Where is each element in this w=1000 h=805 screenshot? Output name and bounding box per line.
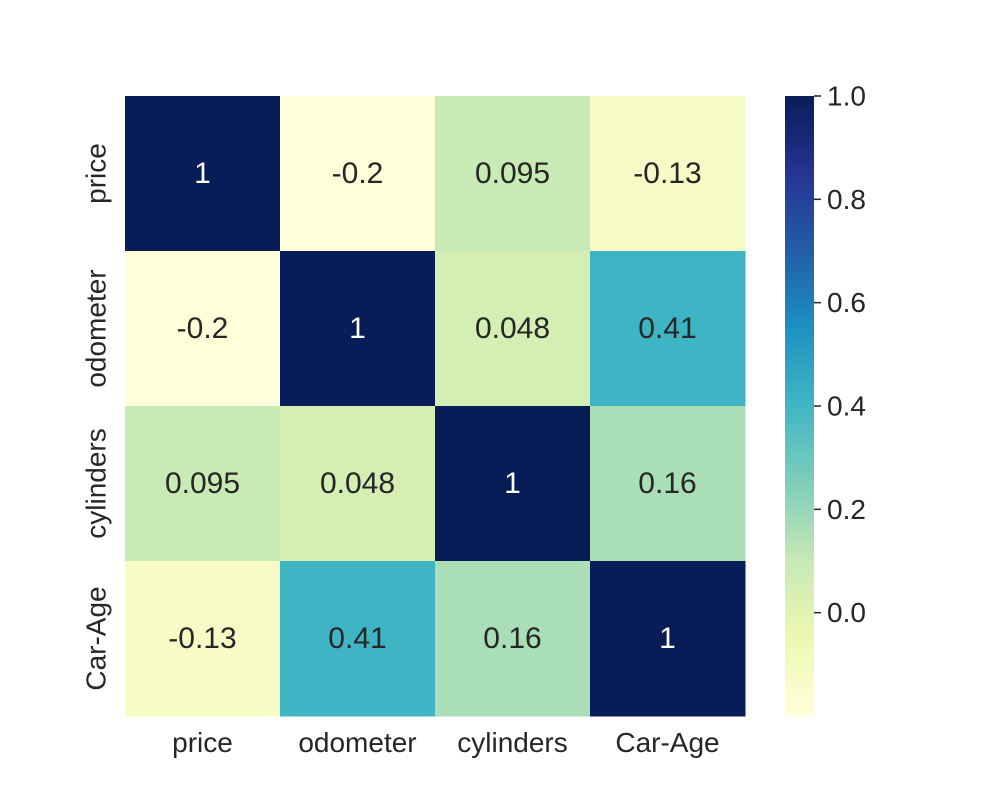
cell-annotation: 1 bbox=[504, 467, 521, 500]
heatmap-cell bbox=[280, 251, 436, 407]
heatmap-cell bbox=[590, 406, 746, 562]
y-tick-label: price bbox=[81, 143, 112, 204]
x-tick-label: Car-Age bbox=[615, 727, 719, 758]
cell-annotation: -0.13 bbox=[168, 622, 236, 655]
cell-annotation: 1 bbox=[194, 157, 211, 190]
heatmap-cell bbox=[280, 96, 436, 252]
heatmap-cell bbox=[435, 251, 591, 407]
colorbar-tick-label: 1.0 bbox=[827, 81, 866, 112]
cell-annotation: 0.16 bbox=[638, 467, 696, 500]
cell-annotation: -0.2 bbox=[177, 312, 229, 345]
heatmap-cells bbox=[125, 96, 746, 717]
y-tick-labels: price odometer cylinders Car-Age bbox=[81, 143, 112, 690]
y-tick-label: odometer bbox=[81, 269, 112, 387]
cell-annotation: 0.41 bbox=[638, 312, 696, 345]
heatmap-cell bbox=[280, 561, 436, 717]
colorbar: 0.0 0.2 0.4 0.6 0.8 1.0 bbox=[785, 81, 866, 716]
cell-annotation: 0.048 bbox=[320, 467, 395, 500]
cell-annotation: 1 bbox=[659, 622, 676, 655]
cell-annotation: 1 bbox=[349, 312, 366, 345]
heatmap-cell bbox=[280, 406, 436, 562]
colorbar-tick-label: 0.6 bbox=[827, 287, 866, 318]
colorbar-gradient bbox=[785, 96, 814, 716]
x-tick-label: odometer bbox=[298, 727, 416, 758]
heatmap-cell bbox=[435, 96, 591, 252]
cell-annotation: 0.41 bbox=[328, 622, 386, 655]
heatmap-cell bbox=[435, 406, 591, 562]
cell-annotation: -0.2 bbox=[332, 157, 384, 190]
x-tick-labels: price odometer cylinders Car-Age bbox=[172, 727, 719, 758]
colorbar-tick-label: 0.8 bbox=[827, 184, 866, 215]
heatmap-cell bbox=[590, 561, 746, 717]
heatmap-cell bbox=[590, 251, 746, 407]
colorbar-tick-label: 0.2 bbox=[827, 494, 866, 525]
y-tick-label: Car-Age bbox=[81, 586, 112, 690]
heatmap-cell bbox=[125, 96, 281, 252]
heatmap-cell bbox=[125, 251, 281, 407]
y-tick-label: cylinders bbox=[81, 428, 112, 538]
colorbar-tick-label: 0.0 bbox=[827, 597, 866, 628]
cell-annotation: 0.16 bbox=[483, 622, 541, 655]
cell-annotation: 0.095 bbox=[475, 157, 550, 190]
x-tick-label: cylinders bbox=[457, 727, 567, 758]
cell-annotation: 0.048 bbox=[475, 312, 550, 345]
heatmap-cell bbox=[125, 561, 281, 717]
cell-annotations: 1 -0.2 0.095 -0.13 -0.2 1 0.048 0.41 0.095 0.048 1… bbox=[165, 157, 702, 655]
heatmap-cell bbox=[590, 96, 746, 252]
heatmap-cell bbox=[435, 561, 591, 717]
cell-annotation: 0.095 bbox=[165, 467, 240, 500]
heatmap-cell bbox=[125, 406, 281, 562]
colorbar-tick-label: 0.4 bbox=[827, 391, 866, 422]
cell-annotation: -0.13 bbox=[633, 157, 701, 190]
x-tick-label: price bbox=[172, 727, 233, 758]
